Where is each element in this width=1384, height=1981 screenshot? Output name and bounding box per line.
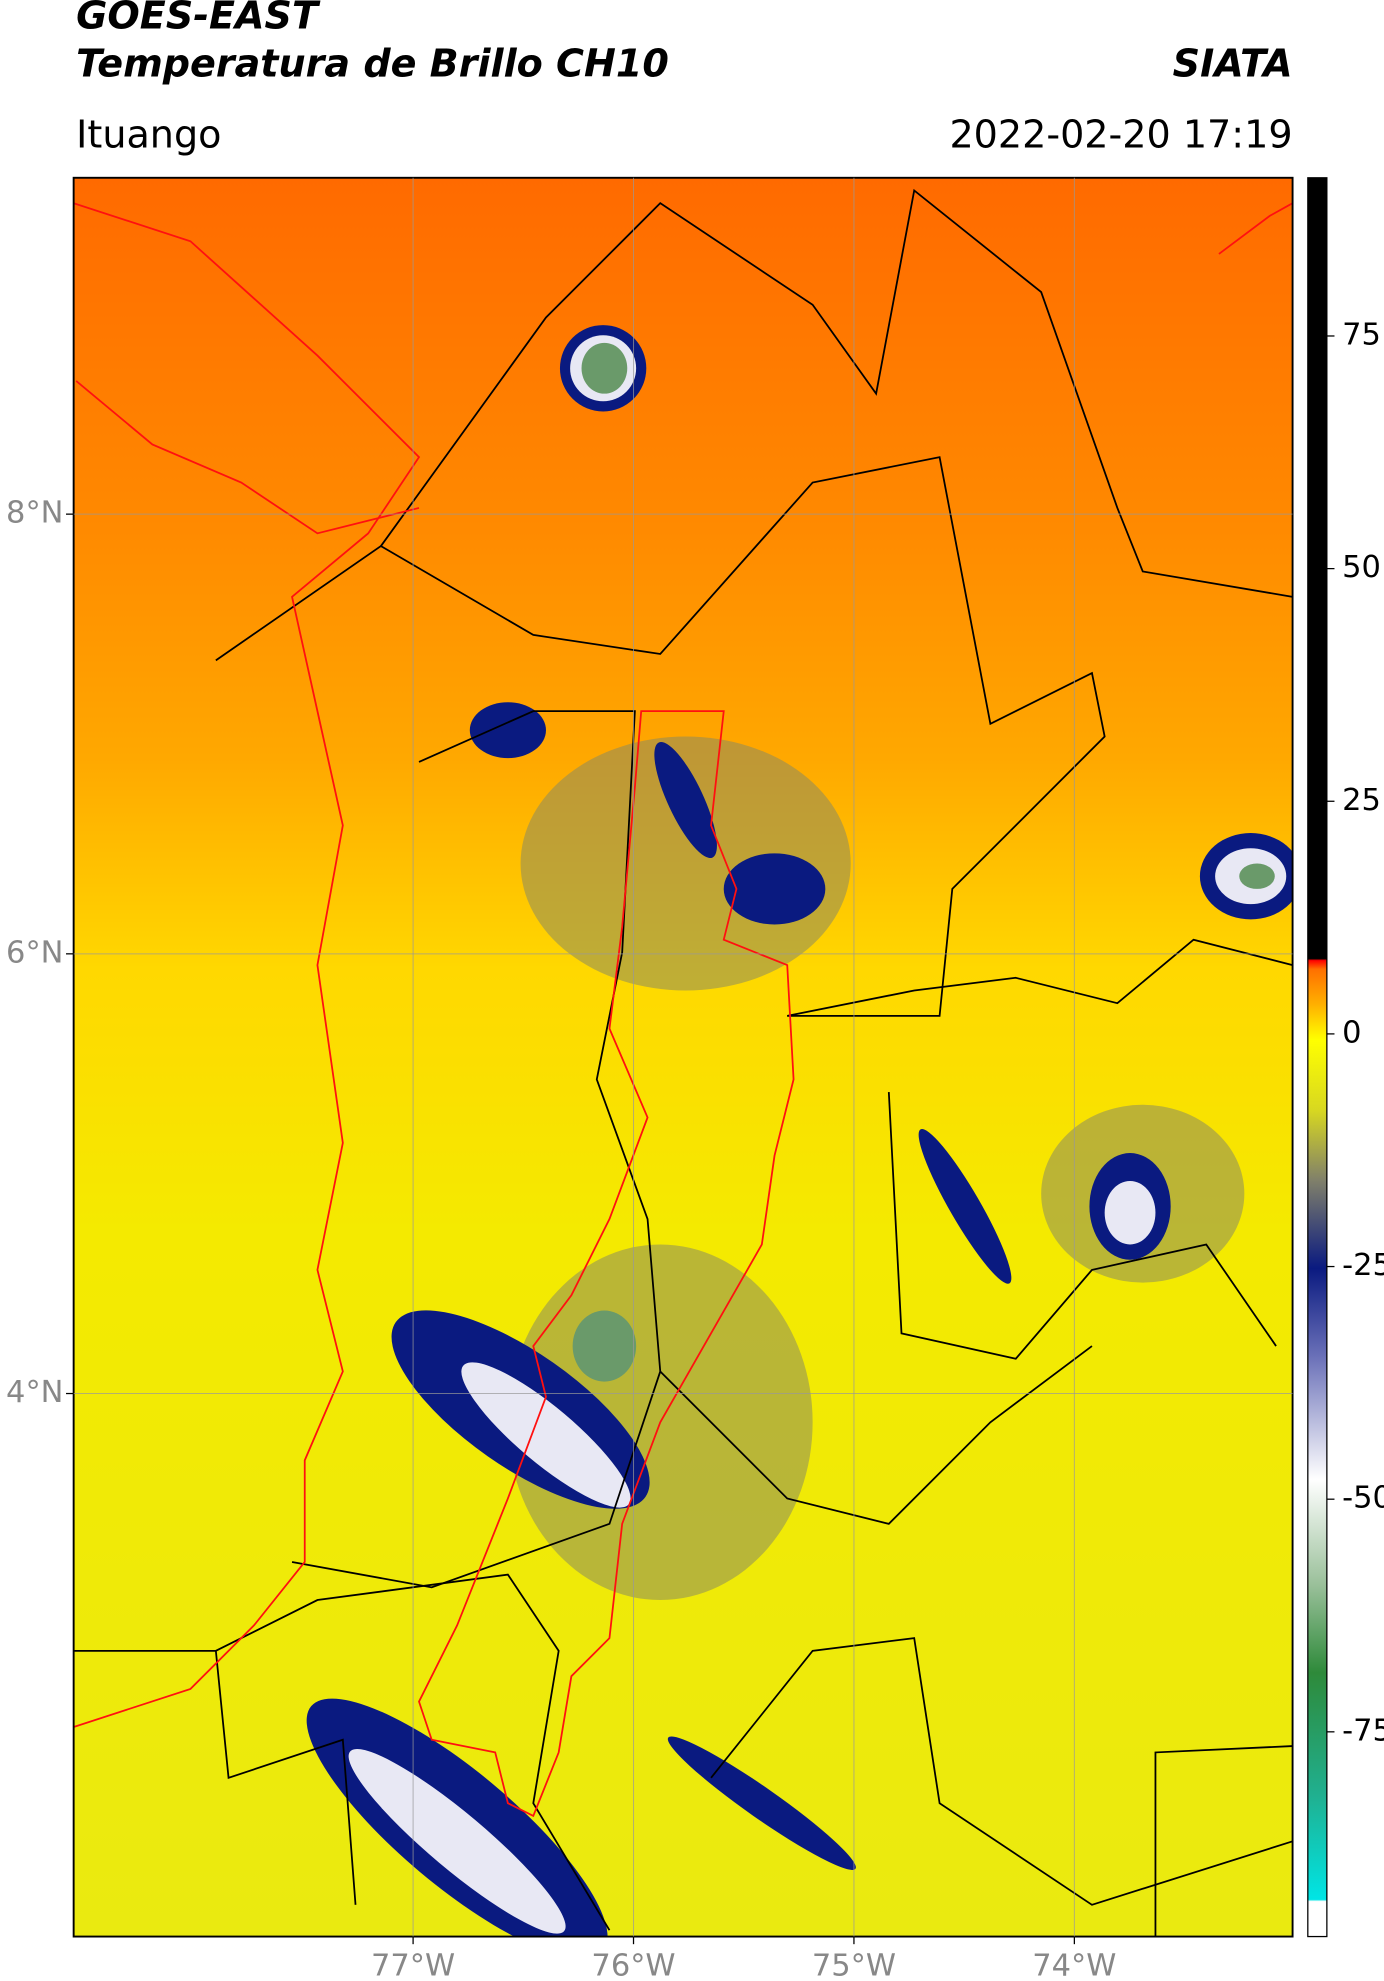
map-frame: [72, 176, 1294, 1938]
datetime: 2022-02-20 17:19: [949, 113, 1292, 157]
map-image: [73, 177, 1293, 1937]
location: Ituango: [76, 113, 221, 157]
x-tick-label: 75°W: [812, 1949, 896, 1981]
y-tick-label: 6°N: [6, 935, 63, 970]
y-tick-label: 8°N: [6, 496, 63, 531]
x-tick-label: 76°W: [591, 1949, 675, 1981]
organization: SIATA: [1173, 42, 1293, 86]
colorbar-tick-label: -25: [1342, 1248, 1384, 1283]
x-tick-label: 74°W: [1032, 1949, 1116, 1981]
colorbar-tick-label: 75: [1342, 317, 1381, 352]
subtitle: Temperatura de Brillo CH10: [76, 42, 669, 86]
colorbar-tick-label: 50: [1342, 550, 1381, 585]
x-tick-label: 77°W: [371, 1949, 455, 1981]
colorbar-tick-label: -75: [1342, 1713, 1384, 1748]
colorbar-tick-label: 25: [1342, 783, 1381, 818]
colorbar-tick-label: 0: [1342, 1015, 1361, 1050]
title: GOES-EAST: [76, 0, 321, 37]
grid: 77°W 76°W 75°W 74°W 8°N 6°N 4°N: [6, 177, 1293, 1981]
colorbar-ticks: 75 50 25 0 -25 -50 -75: [1326, 317, 1384, 1748]
y-tick-label: 4°N: [6, 1375, 63, 1410]
colorbar: [1307, 177, 1328, 1938]
colorbar-tick-label: -50: [1342, 1481, 1384, 1516]
